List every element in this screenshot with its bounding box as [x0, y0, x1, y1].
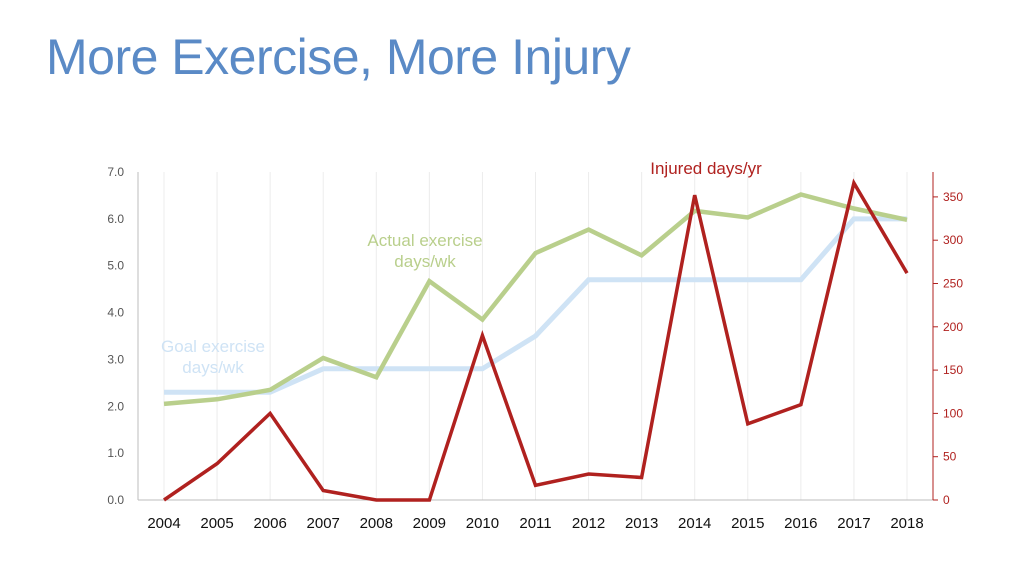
series-line-2: [163, 178, 909, 502]
x-tick-label: 2004: [147, 515, 180, 532]
series-annotation-1: days/wk: [394, 252, 456, 271]
right-tick-label: 50: [943, 450, 957, 464]
slide-title: More Exercise, More Injury: [46, 29, 631, 85]
series-annotations: Goal exercise days/wk Actual exercise days/…: [161, 159, 762, 377]
x-tick-label: 2009: [413, 515, 446, 532]
series-annotation-2: Injured days/yr: [650, 159, 762, 178]
right-tick-label: 200: [943, 320, 963, 334]
left-tick-label: 5.0: [107, 259, 124, 273]
x-tick-label: 2005: [200, 515, 233, 532]
vertical-gridlines: [163, 172, 908, 500]
x-tick-label: 2017: [837, 515, 870, 532]
series-line-0: [164, 216, 907, 395]
left-tick-label: 1.0: [107, 446, 124, 460]
x-tick-label: 2015: [731, 515, 764, 532]
x-tick-label: 2011: [519, 515, 551, 532]
chart-axes: [137, 172, 934, 501]
left-axis-tick-labels: 0.0 1.0 2.0 3.0 4.0 5.0 6.0 7.0: [107, 165, 124, 507]
left-tick-label: 2.0: [107, 399, 124, 413]
x-tick-label: 2008: [360, 515, 393, 532]
right-tick-label: 300: [943, 233, 963, 247]
right-axis-tick-labels: 0 50 100 150 200 250 300 350: [933, 190, 963, 507]
x-tick-label: 2007: [307, 515, 340, 532]
left-tick-label: 3.0: [107, 352, 124, 366]
x-tick-label: 2016: [784, 515, 817, 532]
x-axis-tick-labels: 2004 2005 2006 2007 2008 2009 2010 2011 2012 2013…: [147, 515, 923, 532]
series-line-1: [163, 192, 908, 407]
right-tick-label: 100: [943, 406, 963, 420]
right-tick-label: 150: [943, 363, 963, 377]
x-tick-label: 2006: [253, 515, 286, 532]
right-tick-label: 0: [943, 493, 950, 507]
x-tick-label: 2018: [890, 515, 923, 532]
x-tick-label: 2013: [625, 515, 658, 532]
series-annotation-1: Actual exercise: [367, 231, 482, 250]
x-tick-label: 2010: [466, 515, 499, 532]
left-tick-label: 7.0: [107, 165, 124, 179]
series-lines: [163, 178, 909, 502]
x-tick-label: 2014: [678, 515, 711, 532]
series-annotation-0: days/wk: [182, 358, 244, 377]
right-tick-label: 250: [943, 277, 963, 291]
x-tick-label: 2012: [572, 515, 605, 532]
right-tick-label: 350: [943, 190, 963, 204]
series-annotation-0: Goal exercise: [161, 337, 265, 356]
left-tick-label: 6.0: [107, 212, 124, 226]
left-tick-label: 4.0: [107, 306, 124, 320]
left-tick-label: 0.0: [107, 493, 124, 507]
